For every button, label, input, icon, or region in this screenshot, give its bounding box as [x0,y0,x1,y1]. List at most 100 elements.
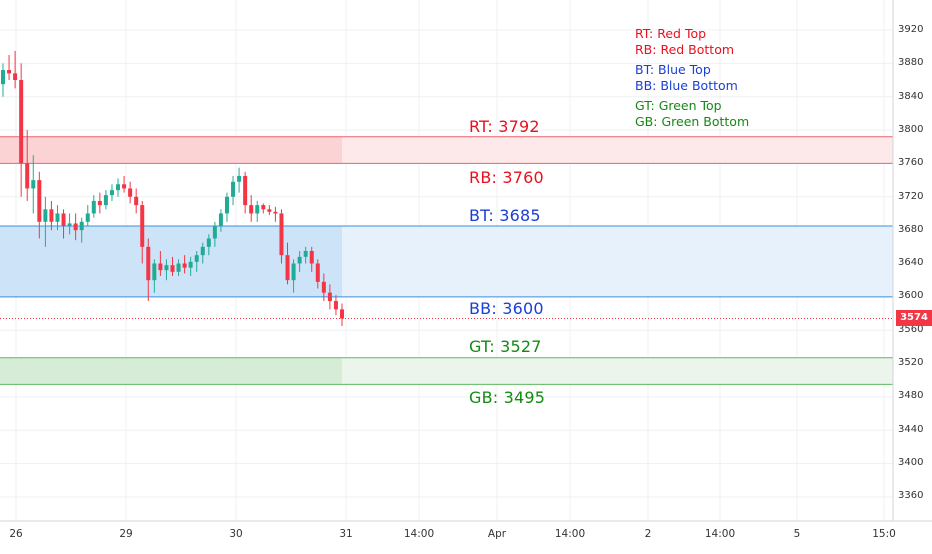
y-tick-label: 3920 [898,24,924,35]
candle-body [152,263,157,281]
candle-body [333,301,338,310]
candle-body [194,255,199,262]
y-tick-label: 3640 [898,257,924,268]
candle-body [243,175,248,206]
legend-blue-group: BT: Blue Top BB: Blue Bottom [635,62,749,94]
candle-body [267,209,272,212]
candle-body [85,213,90,222]
y-tick-label: 3560 [898,324,924,335]
y-tick-label: 3600 [898,290,924,301]
red-band-fill [0,136,342,164]
last-price-tag: 3574 [896,310,932,326]
candle-body [91,200,96,214]
candle-body [37,180,42,222]
candle-body [67,223,72,226]
candle-body [7,70,12,74]
legend-green-bottom: GB: Green Bottom [635,114,750,129]
legend-blue-bottom: BB: Blue Bottom [635,78,738,93]
legend-red-group: RT: Red Top RB: Red Bottom [635,26,749,58]
label-blue-top: BT: 3685 [469,206,541,225]
x-tick-label: 14:00 [554,528,586,540]
candle-body [176,263,181,272]
candle-body [309,250,314,264]
candle-body [291,263,296,281]
legend-green-top: GT: Green Top [635,98,722,113]
candle-body [297,256,302,264]
y-tick-label: 3800 [898,124,924,135]
label-green-bottom: GB: 3495 [469,388,546,407]
x-tick-label: 30 [229,528,243,540]
candle-body [303,250,308,257]
candle-body [279,213,284,256]
candle-body [158,263,163,271]
candle-body [273,211,278,214]
candle-body [218,213,223,226]
candle-body [237,175,242,182]
candle-body [103,195,108,206]
candle-body [19,80,24,164]
y-tick-label: 3680 [898,224,924,235]
red-band-extension [342,136,893,164]
candle-body [49,209,54,222]
label-green-top: GT: 3527 [469,337,542,356]
y-tick-label: 3400 [898,457,924,468]
y-tick-label: 3840 [898,91,924,102]
candle-body [188,261,193,268]
y-tick-label: 3480 [898,390,924,401]
blue-band-extension [342,225,893,297]
candle-body [315,263,320,282]
x-tick-label: 31 [339,528,353,540]
label-red-top: RT: 3792 [469,117,540,136]
blue-band-fill [0,225,342,297]
legend-red-bottom: RB: Red Bottom [635,42,735,57]
legend-blue-top: BT: Blue Top [635,62,711,77]
x-tick-label: 29 [119,528,133,540]
candle-body [261,205,266,210]
candle-body [79,221,84,231]
label-red-bottom: RB: 3760 [469,168,544,187]
candle-body [73,223,78,231]
y-tick-label: 3880 [898,57,924,68]
y-tick-label: 3360 [898,490,924,501]
legend: RT: Red Top RB: Red Bottom BT: Blue Top … [635,26,749,134]
candle-body [206,238,211,247]
x-tick-label: 26 [9,528,23,540]
candle-body [285,255,290,281]
green-band-extension [342,357,893,385]
candle-body [128,188,133,197]
x-tick-label: Apr [487,528,507,540]
legend-red-top: RT: Red Top [635,26,707,41]
candle-body [61,213,66,226]
candle-body [231,181,236,197]
candle-body [122,184,127,189]
candle-body [224,196,229,214]
y-tick-label: 3720 [898,191,924,202]
candle-body [146,246,151,281]
legend-green-group: GT: Green Top GB: Green Bottom [635,98,749,130]
candle-body [255,205,260,214]
label-blue-bottom: BB: 3600 [469,299,544,318]
candle-body [321,281,326,293]
candle-body [25,163,30,189]
candle-body [13,73,18,81]
candle-body [116,184,121,191]
candle-body [31,180,36,189]
y-tick-label: 3440 [898,424,924,435]
candle-body [140,205,145,247]
green-band-fill [0,357,342,385]
x-tick-label: 14:00 [403,528,435,540]
x-tick-label: 15:0 [872,528,896,540]
candle-body [182,263,187,268]
candle-body [170,265,175,272]
candle-body [340,309,344,319]
x-tick-label: 2 [644,528,652,540]
y-tick-label: 3520 [898,357,924,368]
candle-body [249,205,254,214]
candle-body [212,225,217,239]
x-tick-label: 14:00 [704,528,736,540]
candle-body [97,200,102,206]
candle-body [164,265,169,271]
candle-body [134,196,139,206]
